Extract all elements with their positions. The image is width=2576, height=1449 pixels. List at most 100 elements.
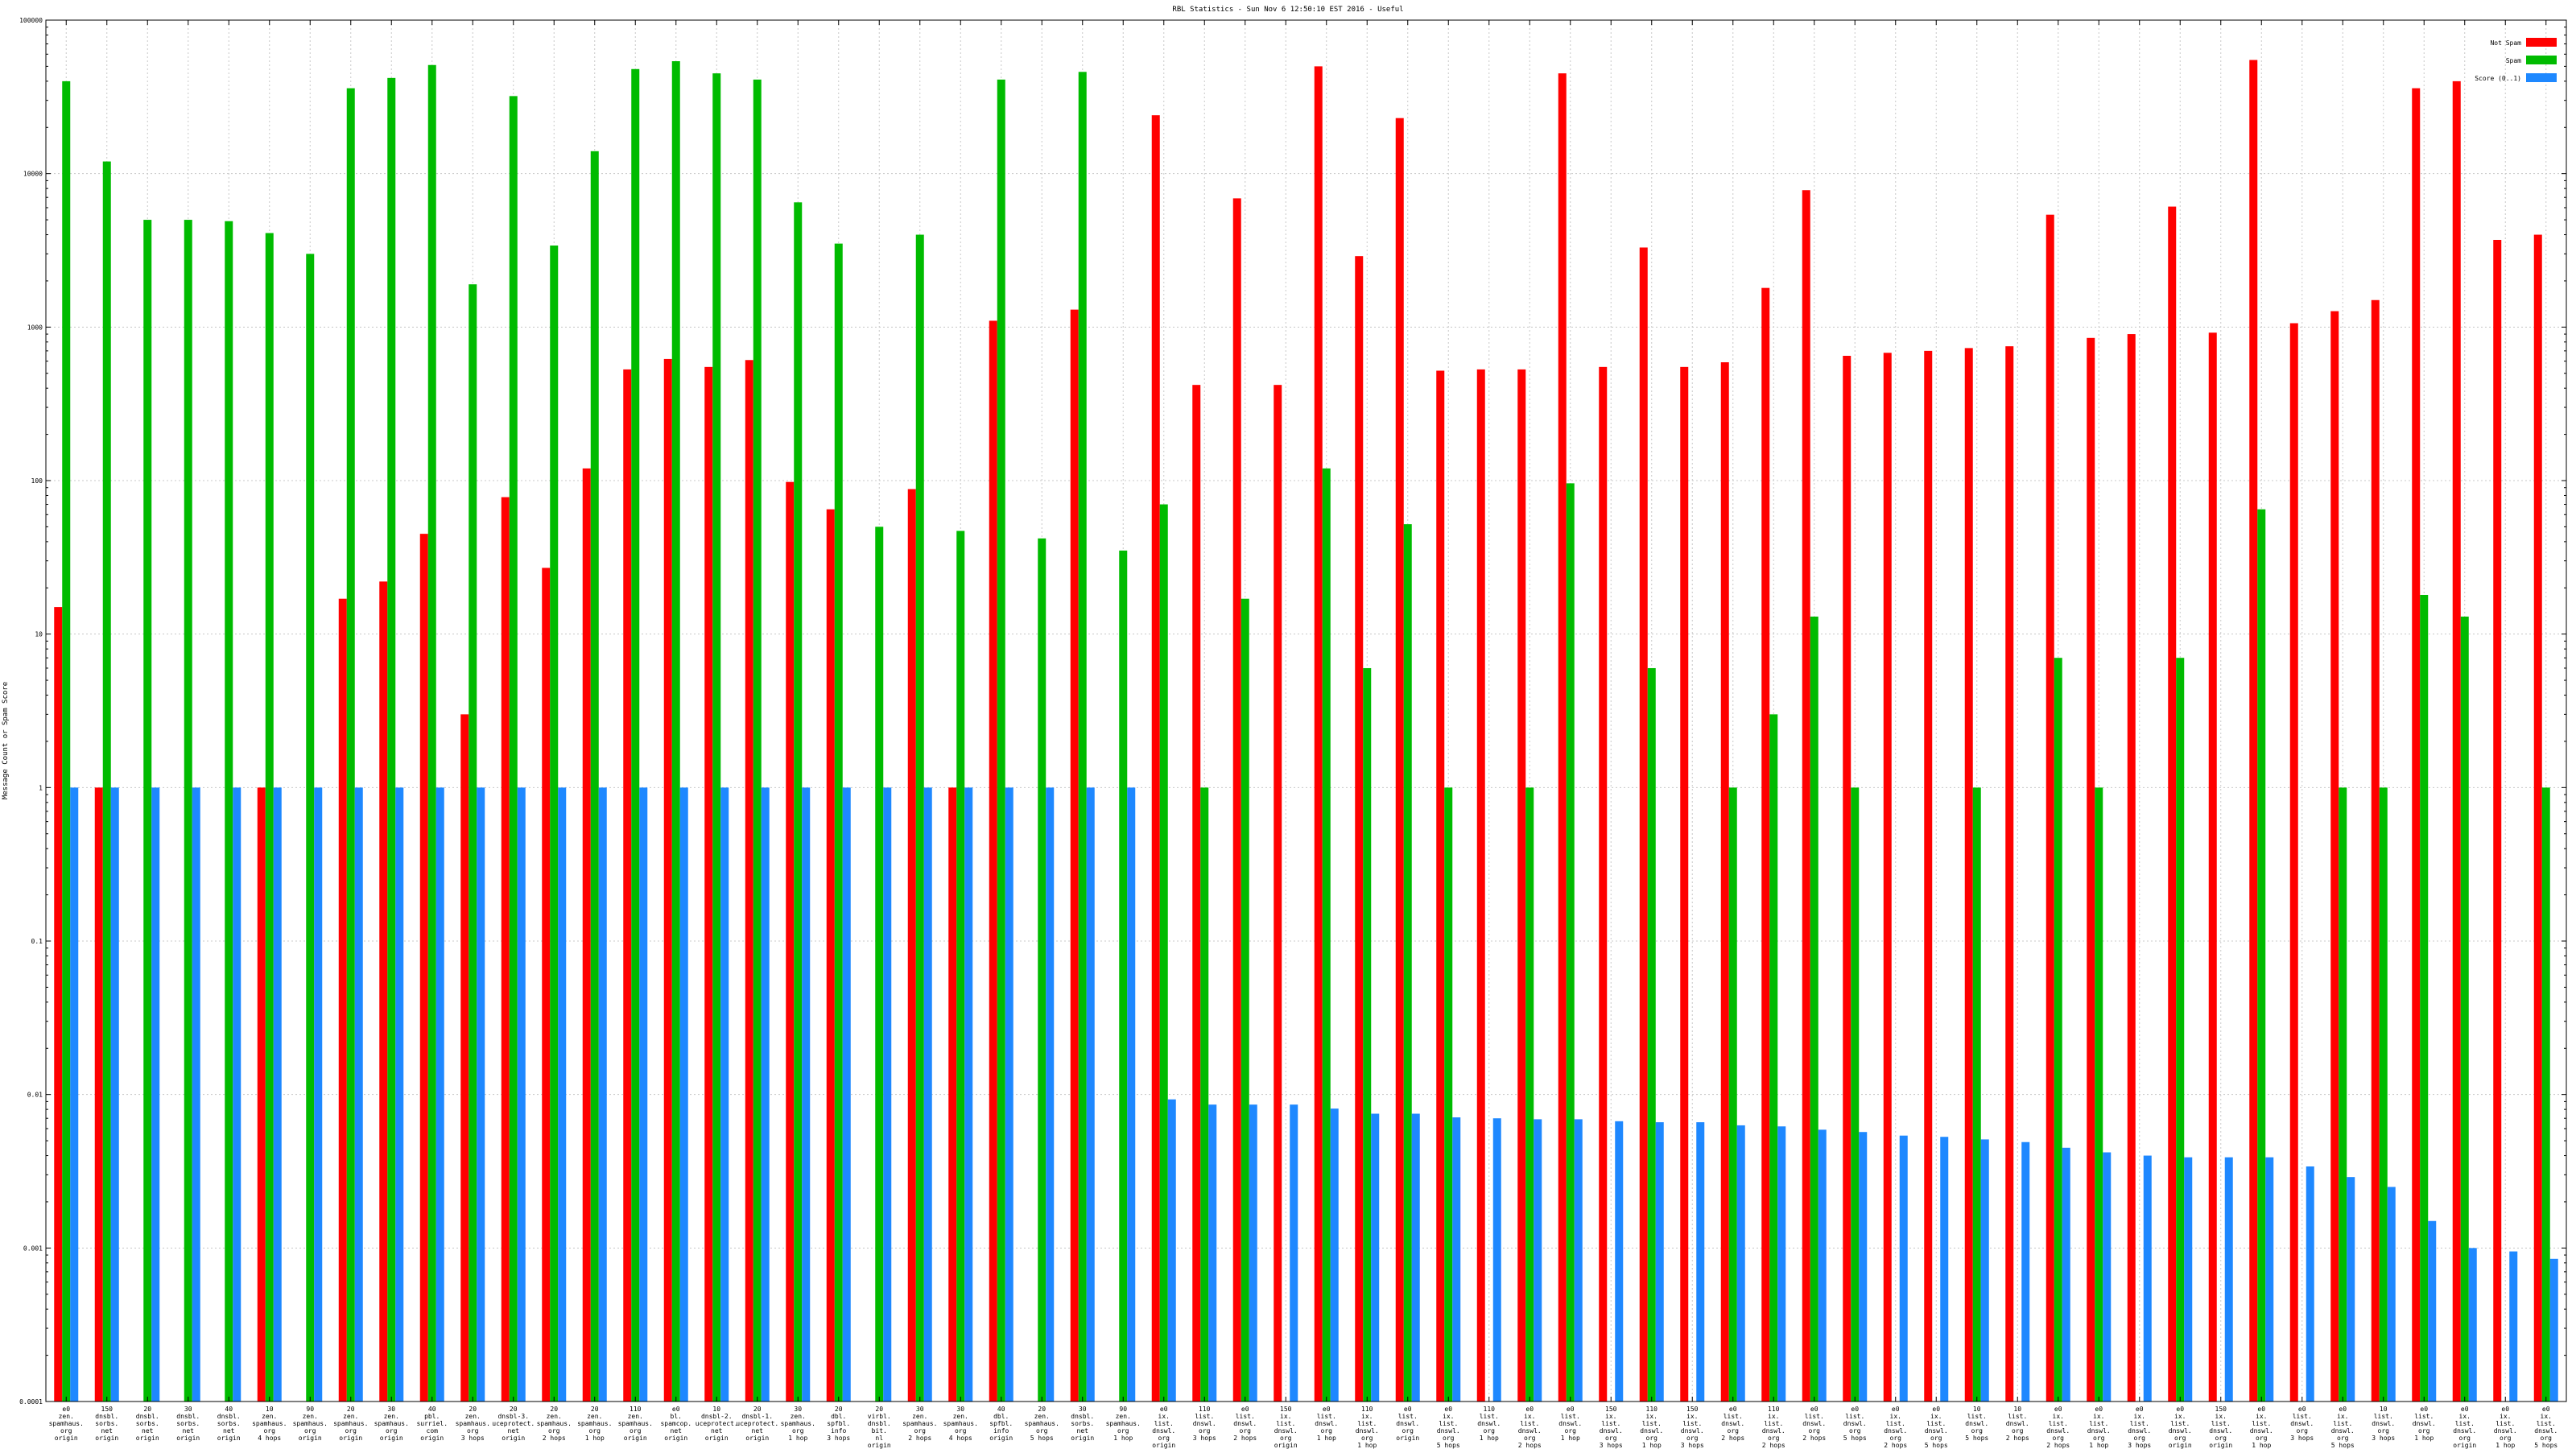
bar-score-0-1	[1452, 1117, 1461, 1402]
x-tick-label-line: origin	[624, 1435, 647, 1442]
x-tick-label-line: zen.	[587, 1413, 602, 1420]
x-tick-label-line: origin	[1071, 1435, 1094, 1442]
bar-not-spam	[786, 481, 795, 1402]
x-tick-label: 150 ix. list. dnswl. org origin	[2209, 1406, 2232, 1449]
x-tick-label-line: 1 hop	[1642, 1442, 1662, 1449]
bar-spam	[997, 79, 1005, 1402]
x-tick-label-line: net	[752, 1427, 764, 1435]
x-tick-label-line: org	[2500, 1435, 2512, 1442]
x-tick-label-line: ix.	[1524, 1413, 1535, 1420]
x-tick-label-line: org	[1240, 1427, 1252, 1435]
x-tick-label-line: list.	[1967, 1413, 1987, 1420]
x-tick-label-line: dnswl.	[2453, 1427, 2476, 1435]
x-tick-label-line: list.	[1276, 1420, 1295, 1427]
x-tick-label-line: dnswl.	[1600, 1427, 1623, 1435]
x-tick-label-line: info	[831, 1427, 846, 1435]
x-tick-label-line: com	[427, 1427, 439, 1435]
x-tick-label-line: 1 hop	[585, 1435, 605, 1442]
bar-not-spam	[948, 787, 957, 1402]
x-tick-label-line: dnswl.	[1843, 1420, 1867, 1427]
x-tick-label: 20 zen. spamhaus. org origin	[333, 1406, 368, 1442]
x-tick-label-line: list.	[1317, 1413, 1336, 1420]
x-tick-label-line: ix.	[1686, 1413, 1698, 1420]
x-tick-label: e0 ix. list. dnswl. org 1 hop	[2087, 1406, 2111, 1449]
x-tick-label: e0 bl. spamcop. net origin	[660, 1406, 691, 1442]
x-tick-label-line: net	[142, 1427, 154, 1435]
x-tick-label: e0 list. dnswl. org 1 hop	[1558, 1406, 1582, 1442]
x-tick-label-line: e0	[1851, 1406, 1859, 1413]
x-tick-label-line: 150	[1686, 1406, 1699, 1413]
bar-score-0-1	[70, 787, 79, 1402]
bar-not-spam	[2330, 311, 2339, 1402]
x-tick-label-line: 1 hop	[2089, 1442, 2108, 1449]
x-tick-label-line: 3 hops	[827, 1435, 850, 1442]
bar-spam	[2339, 787, 2347, 1402]
x-tick-label: e0 ix. list. dnswl. org 1 hop	[2250, 1406, 2273, 1449]
bar-not-spam	[501, 497, 510, 1402]
x-tick-label-line: 110	[1768, 1406, 1780, 1413]
x-tick-label-line: 3 hops	[1681, 1442, 1704, 1449]
x-tick-label-line: e0	[1567, 1406, 1575, 1413]
bar-score-0-1	[151, 787, 160, 1402]
bar-spam	[1038, 538, 1046, 1402]
bar-score-0-1	[2143, 1155, 2152, 1402]
x-tick-label: e0 list. dnswl. org origin	[1396, 1406, 1419, 1442]
x-tick-label-line: spfbl.	[989, 1420, 1013, 1427]
x-tick-label-line: spamhaus.	[333, 1420, 368, 1427]
bar-not-spam	[907, 489, 916, 1402]
bar-score-0-1	[1818, 1129, 1827, 1402]
x-tick-label-line: ix.	[1646, 1413, 1657, 1420]
bar-score-0-1	[761, 787, 770, 1402]
x-tick-label-line: e0	[2461, 1406, 2469, 1413]
x-tick-label-line: org	[1849, 1427, 1861, 1435]
bar-spam	[102, 161, 111, 1402]
bar-not-spam	[1680, 366, 1689, 1402]
bar-spam	[1728, 787, 1737, 1402]
bar-score-0-1	[395, 787, 404, 1402]
x-tick-label-line: org	[2459, 1435, 2471, 1442]
bar-not-spam	[419, 534, 428, 1402]
x-tick-label-line: origin	[55, 1435, 78, 1442]
x-tick-label-line: dbl.	[831, 1413, 846, 1420]
x-tick-label-line: dnswl.	[2331, 1427, 2355, 1435]
x-tick-label-line: 20	[1038, 1406, 1046, 1413]
x-tick-label: e0 list. dnswl. org 3 hops	[2290, 1406, 2314, 1442]
x-tick-label-line: net	[101, 1427, 114, 1435]
x-tick-label: 20 zen. spamhaus. org 2 hops	[537, 1406, 572, 1442]
bar-not-spam	[1924, 350, 1933, 1402]
bar-score-0-1	[1086, 787, 1095, 1402]
x-tick-label-line: list.	[1154, 1420, 1174, 1427]
x-tick-label-line: net	[1077, 1427, 1089, 1435]
x-tick-label-line: ix.	[1361, 1413, 1373, 1420]
x-tick-label-line: ix.	[2459, 1413, 2471, 1420]
x-tick-label: e0 list. dnswl. org 5 hops	[1843, 1406, 1867, 1442]
x-tick-label-line: list.	[2414, 1413, 2434, 1420]
x-tick-label-line: org	[2337, 1435, 2349, 1442]
x-tick-label: 150 ix. list. dnswl. org 3 hops	[1681, 1406, 1704, 1449]
x-tick-label-line: list.	[2008, 1413, 2027, 1420]
bar-not-spam	[54, 607, 63, 1402]
x-tick-label-line: spamhaus.	[293, 1420, 328, 1427]
x-tick-label: e0 ix. list. dnswl. org origin	[2169, 1406, 2192, 1449]
bar-not-spam	[2005, 346, 2014, 1402]
x-tick-label-line: surriel.	[416, 1420, 448, 1427]
bar-not-spam	[1395, 118, 1404, 1402]
x-tick-label-line: virbl.	[868, 1413, 891, 1420]
bar-score-0-1	[639, 787, 648, 1402]
x-tick-label-line: spamhaus.	[943, 1420, 978, 1427]
x-tick-label-line: list.	[1561, 1413, 1580, 1420]
bar-spam	[2095, 787, 2103, 1402]
bar-score-0-1	[558, 787, 567, 1402]
legend-swatch	[2526, 56, 2557, 64]
bar-not-spam	[2168, 206, 2177, 1402]
x-tick-label-line: pbl.	[424, 1413, 440, 1420]
bar-not-spam	[2533, 234, 2542, 1402]
bar-score-0-1	[2184, 1157, 2193, 1402]
bar-not-spam	[989, 320, 997, 1402]
x-tick-label-line: 1 hop	[1113, 1435, 1133, 1442]
x-tick-label-line: org	[2378, 1427, 2390, 1435]
x-tick-label: 20 zen. spamhaus. org 5 hops	[1025, 1406, 1059, 1442]
x-tick-label-line: 5 hops	[1965, 1435, 1988, 1442]
x-tick-label-line: 5 hops	[1437, 1442, 1460, 1449]
bar-spam	[184, 220, 192, 1402]
